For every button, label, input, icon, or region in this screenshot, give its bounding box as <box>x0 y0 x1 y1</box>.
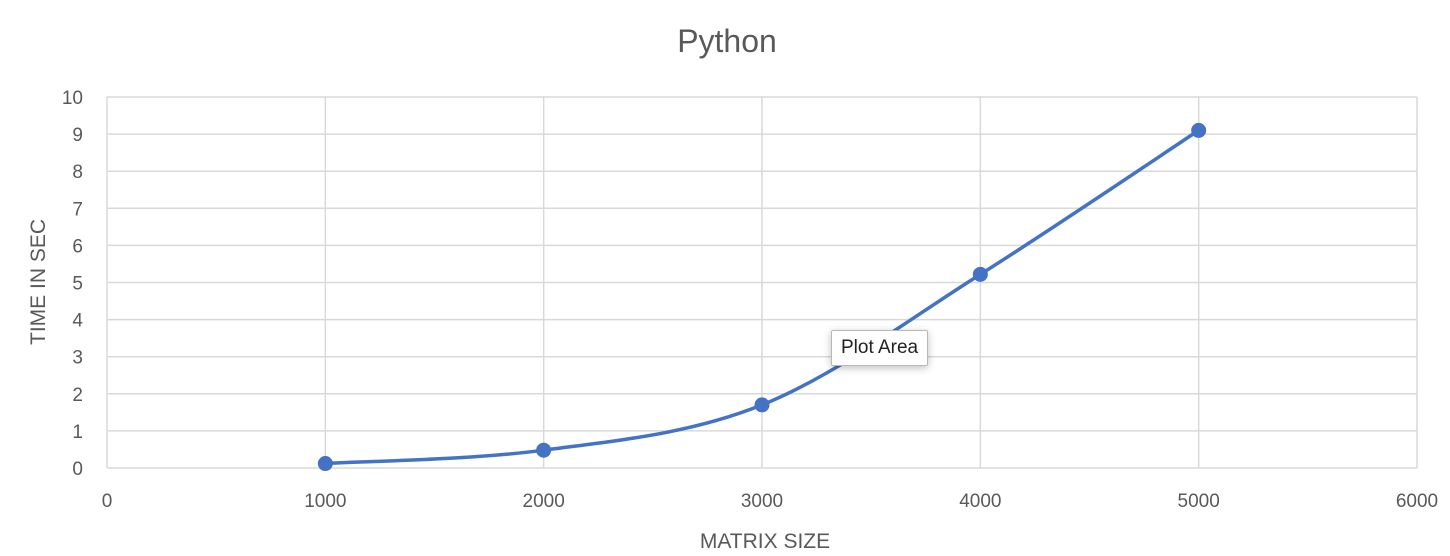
y-tick-label: 3 <box>72 348 83 369</box>
data-point[interactable] <box>1191 122 1207 138</box>
plot-area-tooltip: Plot Area <box>831 330 929 366</box>
series <box>317 122 1207 472</box>
data-point[interactable] <box>972 266 988 282</box>
x-tick-label: 0 <box>102 491 113 512</box>
data-point[interactable] <box>317 456 333 472</box>
y-tick-label: 6 <box>72 236 83 257</box>
y-tick-label: 9 <box>72 125 83 146</box>
y-tick-label: 8 <box>72 162 83 183</box>
tick-labels: 0 1 2 3 4 5 6 7 8 9 10 0 1000 2000 3000 4000 5000 6000 <box>62 88 1438 512</box>
x-tick-label: 5000 <box>1178 491 1220 512</box>
chart-title: Python <box>677 23 777 59</box>
x-tick-label: 1000 <box>304 491 346 512</box>
data-point[interactable] <box>536 442 552 458</box>
gridlines <box>106 96 1418 469</box>
y-tick-label: 0 <box>72 459 83 480</box>
series-line <box>323 128 1201 466</box>
x-tick-label: 4000 <box>959 491 1001 512</box>
y-tick-label: 5 <box>72 274 83 295</box>
y-tick-label: 7 <box>72 199 83 220</box>
y-tick-label: 4 <box>72 311 83 332</box>
x-tick-label: 6000 <box>1396 491 1438 512</box>
y-tick-label: 2 <box>72 385 83 406</box>
y-tick-label: 1 <box>72 422 83 443</box>
x-tick-label: 2000 <box>523 491 565 512</box>
y-tick-label: 10 <box>62 88 83 109</box>
data-point[interactable] <box>754 397 770 413</box>
y-axis-title: TIME IN SEC <box>27 219 50 345</box>
x-axis-title: MATRIX SIZE <box>700 530 830 553</box>
x-tick-label: 3000 <box>741 491 783 512</box>
